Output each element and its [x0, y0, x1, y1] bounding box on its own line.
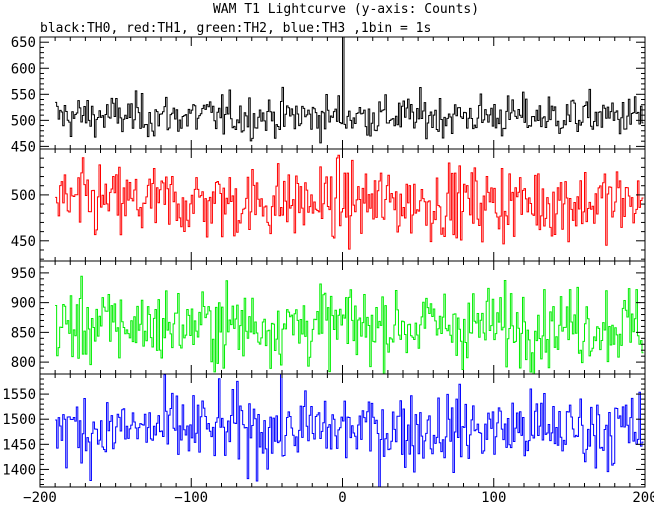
panels-group: 450 500 550 600 650 450 500 800 850 900 950 1400 145… — [2, 35, 646, 488]
panel-th1: 450 500 — [11, 148, 646, 262]
y-tick-label: 500 — [11, 188, 36, 204]
x-tick-label: 0 — [338, 490, 346, 505]
x-tick-label: 200 — [632, 490, 654, 505]
y-tick-label: 650 — [11, 35, 36, 51]
y-tick-label: 850 — [11, 325, 36, 341]
y-tick-label: 600 — [11, 61, 36, 77]
chart-subtitle: black:TH0, red:TH1, green:TH2, blue:TH3 … — [40, 21, 431, 36]
x-tick-label: 100 — [481, 490, 506, 505]
series-line-th0 — [55, 37, 644, 144]
panel-th2: 800 850 900 950 — [11, 260, 646, 375]
y-tick-label: 1550 — [2, 387, 36, 403]
y-tick-label: 450 — [11, 139, 36, 155]
x-tick-label: −100 — [174, 490, 208, 505]
series-line-th3 — [55, 374, 644, 487]
x-tick-label: −200 — [23, 490, 57, 505]
y-tick-label: 900 — [11, 296, 36, 312]
panel-th3: 1400 1450 1500 1550 — [2, 373, 646, 488]
y-tick-label: 450 — [11, 234, 36, 250]
y-tick-label: 1500 — [2, 412, 36, 428]
y-tick-label: 500 — [11, 113, 36, 129]
y-tick-label: 800 — [11, 355, 36, 371]
y-tick-label: 950 — [11, 266, 36, 282]
y-tick-label: 1400 — [2, 462, 36, 478]
x-axis: −200 −100 0 100 200 — [23, 490, 654, 505]
chart-title: WAM T1 Lightcurve (y-axis: Counts) — [213, 2, 479, 17]
y-tick-label: 550 — [11, 87, 36, 103]
series-line-th1 — [55, 154, 644, 250]
y-tick-label: 1450 — [2, 437, 36, 453]
series-line-th2 — [55, 275, 644, 374]
